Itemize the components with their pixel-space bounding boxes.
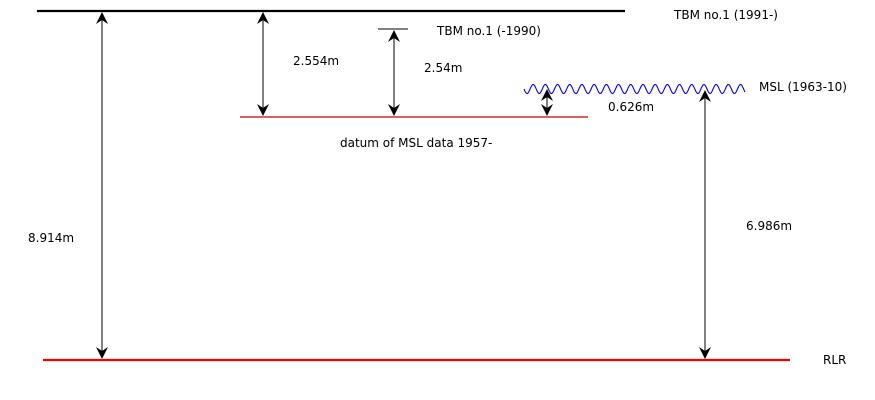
msl-wave	[523, 83, 746, 95]
dim-tbm1991-to-rlr	[96, 12, 108, 359]
datum-1957-label: datum of MSL data 1957-	[340, 136, 493, 150]
measurement-8914-label: 8.914m	[28, 231, 75, 245]
dim-tbmold-to-datum	[388, 30, 400, 116]
dim-msl-to-rlr	[699, 90, 711, 359]
msl-1963-label: MSL (1963-10)	[759, 80, 847, 94]
tbm-old-label: TBM no.1 (-1990)	[437, 24, 541, 38]
dim-tbm1991-to-datum	[257, 12, 269, 116]
tbm-1991-label: TBM no.1 (1991-)	[674, 8, 778, 22]
measurement-6986-label: 6.986m	[746, 219, 793, 233]
measurement-254-label: 2.54m	[424, 61, 463, 75]
measurement-2554-label: 2.554m	[293, 54, 340, 68]
measurement-0626-label: 0.626m	[608, 100, 655, 114]
rlr-label: RLR	[823, 353, 847, 367]
dim-msl-to-datum	[541, 89, 553, 116]
